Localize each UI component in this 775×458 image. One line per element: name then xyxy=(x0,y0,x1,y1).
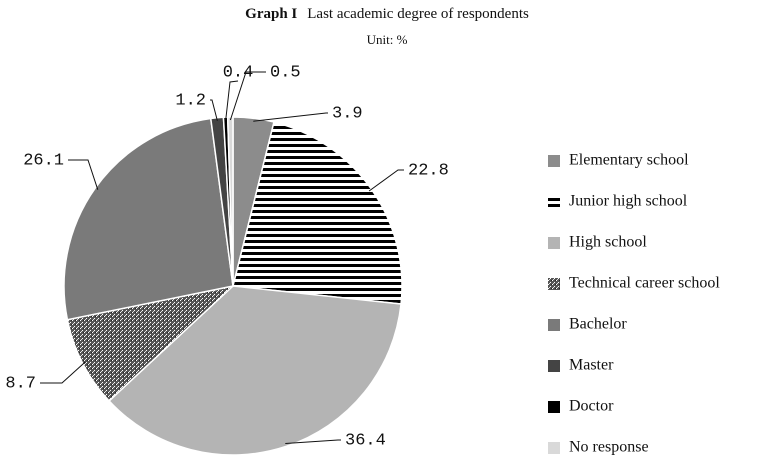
legend-label: Master xyxy=(569,357,614,374)
legend-label: Junior high school xyxy=(569,193,688,210)
legend-swatch xyxy=(548,360,560,372)
data-label: 8.7 xyxy=(5,374,36,393)
data-label: 36.4 xyxy=(345,431,386,450)
title-text: Last academic degree of respondents xyxy=(307,6,529,22)
legend-label: No response xyxy=(569,439,649,456)
legend-swatch xyxy=(548,155,560,167)
leader-line xyxy=(68,159,99,190)
leader-line xyxy=(210,99,218,121)
data-label: 26.1 xyxy=(23,151,64,170)
leader-line xyxy=(229,71,266,121)
legend-label: High school xyxy=(569,234,647,251)
chart-subtitle: Unit: % xyxy=(367,32,408,47)
legend-swatch xyxy=(548,442,560,454)
legend-swatch xyxy=(548,196,560,208)
leader-line xyxy=(40,361,86,384)
data-label: 0.5 xyxy=(270,63,301,82)
pie-slice xyxy=(63,117,234,321)
legend-swatch xyxy=(548,278,560,290)
legend-label: Technical career school xyxy=(569,275,720,292)
leader-line xyxy=(225,80,239,121)
legend-label: Bachelor xyxy=(569,316,627,333)
pie-slice xyxy=(226,116,234,287)
title-prefix: Graph I xyxy=(245,6,297,22)
legend-label: Doctor xyxy=(569,398,614,415)
data-label: 0.4 xyxy=(223,63,254,82)
legend-swatch xyxy=(548,401,560,413)
leader-line xyxy=(368,169,404,192)
leader-line xyxy=(285,439,341,445)
legend-swatch xyxy=(548,237,560,249)
data-label: 1.2 xyxy=(175,91,206,110)
pie-slice xyxy=(108,285,402,456)
legend-label: Elementary school xyxy=(569,152,689,169)
data-label: 3.9 xyxy=(332,104,363,123)
pie-slice xyxy=(66,284,236,402)
legend-swatch xyxy=(548,319,560,331)
data-label: 22.8 xyxy=(408,161,449,180)
chart-title: Graph I Last academic degree of responden… xyxy=(245,6,529,22)
leader-line xyxy=(253,112,328,122)
